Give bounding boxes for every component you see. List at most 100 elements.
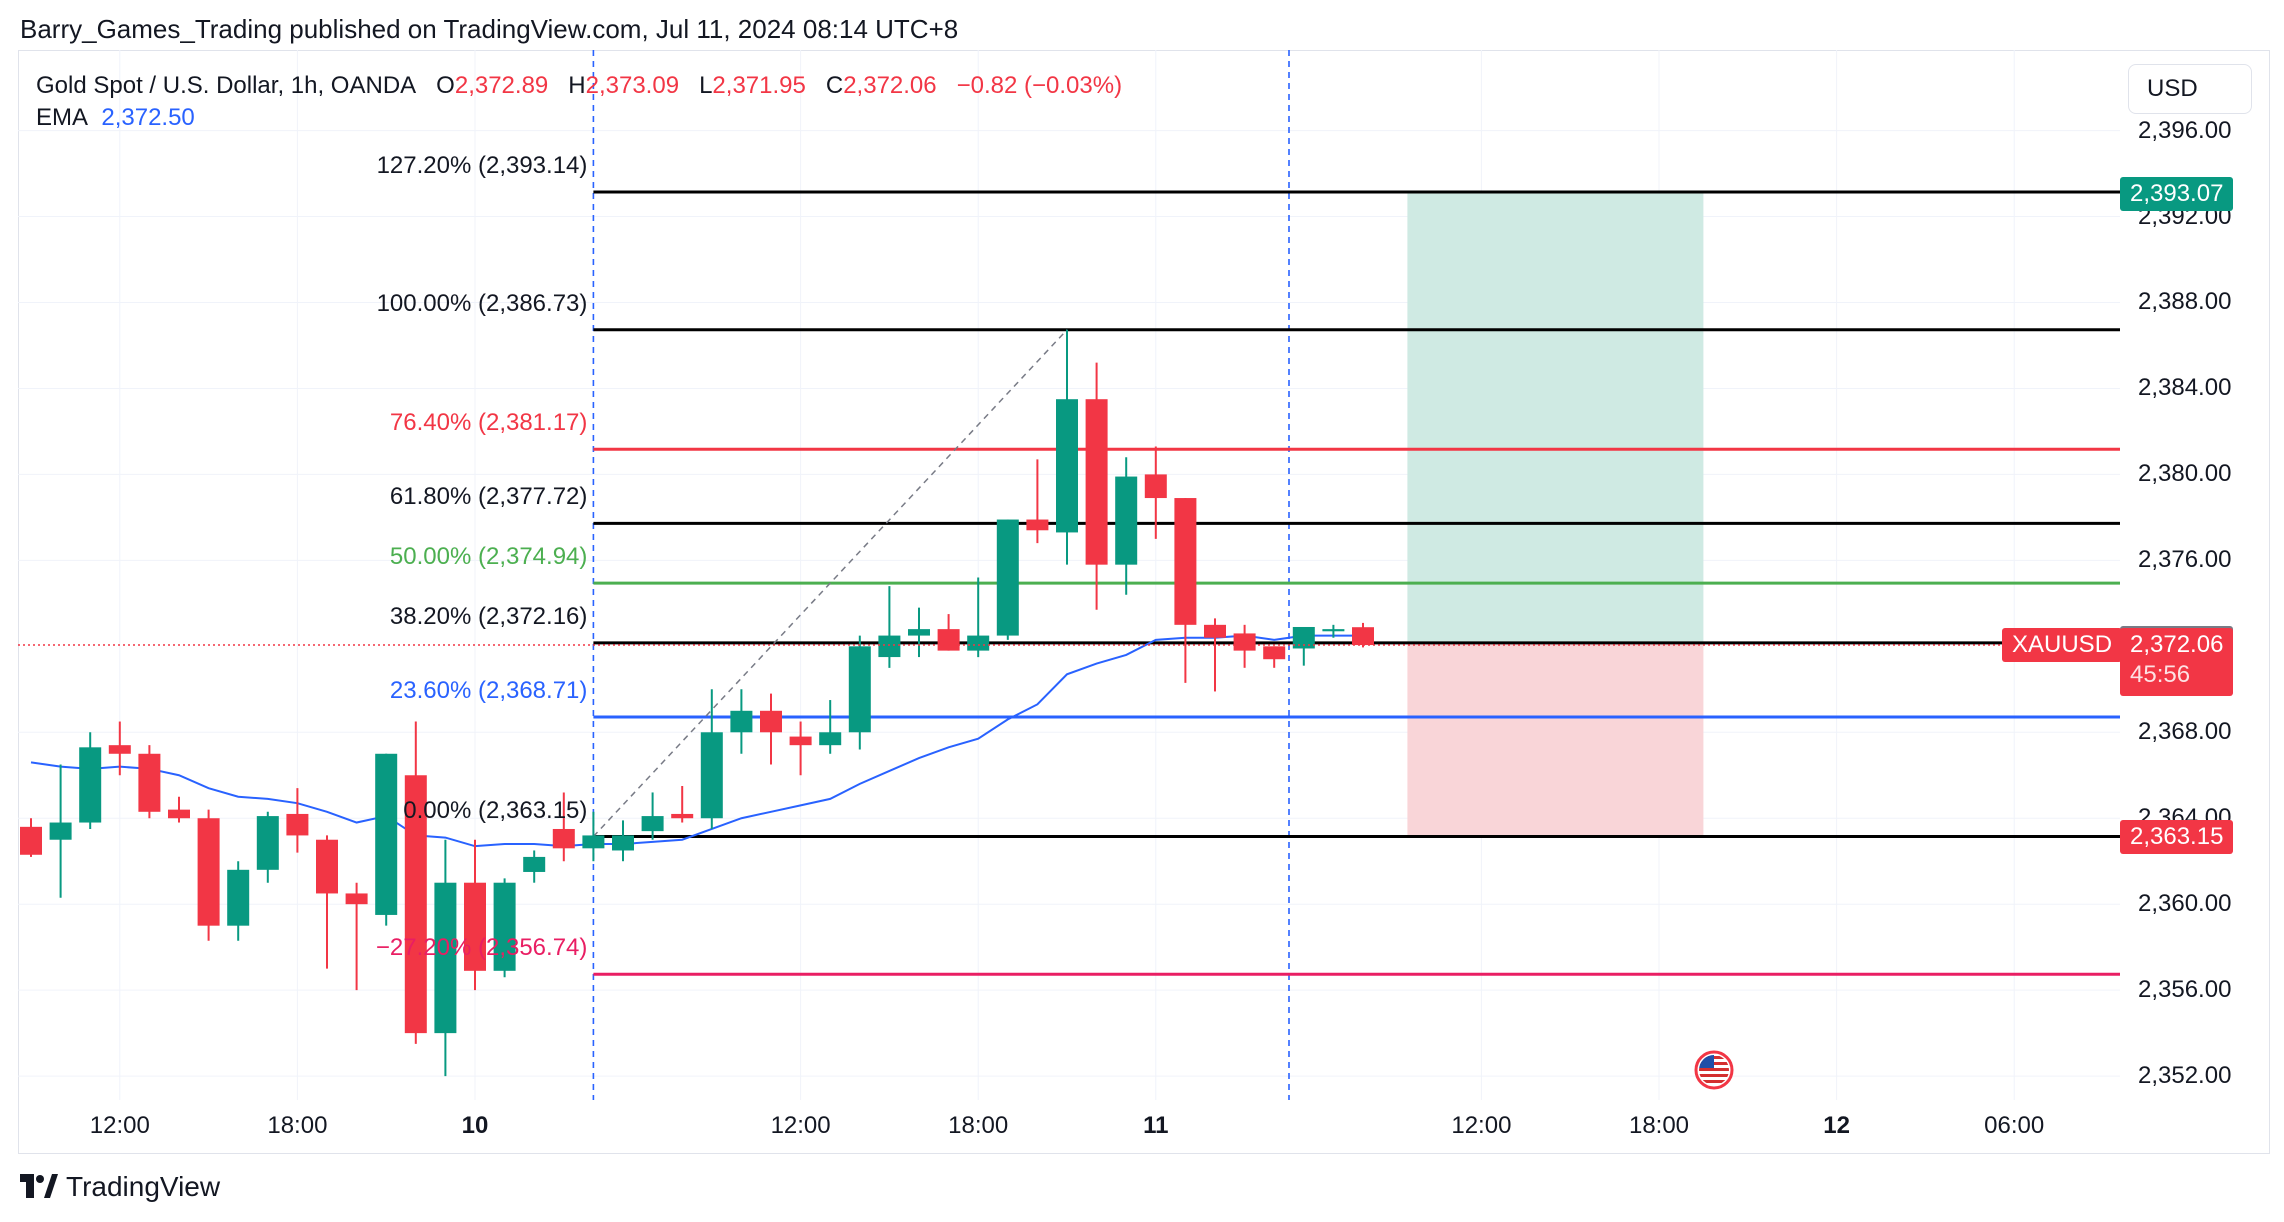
candle-body bbox=[1352, 627, 1374, 646]
legend-high: 2,373.09 bbox=[585, 72, 680, 99]
fib-retracement[interactable] bbox=[592, 190, 2120, 976]
time-axis-tick: 12:00 bbox=[89, 1112, 150, 1139]
candle-body bbox=[671, 813, 694, 819]
ema-value: 2,372.50 bbox=[101, 104, 195, 131]
candle-body bbox=[967, 635, 990, 651]
time-axis-tick: 18:00 bbox=[1628, 1112, 1690, 1139]
time-axis-tick: 18:00 bbox=[267, 1112, 328, 1139]
price-axis-tick: 2,376.00 bbox=[2138, 546, 2232, 574]
tradingview-brand[interactable]: TradingView bbox=[20, 1170, 220, 1204]
fib-level-label: 38.20% (2,372.16) bbox=[389, 602, 588, 630]
chart-frame bbox=[18, 50, 2270, 1154]
candle bbox=[878, 586, 901, 668]
candle-body bbox=[316, 839, 338, 894]
candle bbox=[996, 519, 1019, 640]
fib-level-label: 50.00% (2,374.94) bbox=[389, 543, 588, 571]
us-flag-event-icon[interactable] bbox=[1694, 1050, 1734, 1090]
candle bbox=[1204, 618, 1226, 692]
candle bbox=[552, 792, 575, 862]
legend-c-label: C bbox=[825, 72, 844, 99]
price-axis-tick: 2,388.00 bbox=[2138, 288, 2232, 316]
profit-zone bbox=[1407, 193, 1704, 644]
candle bbox=[819, 700, 842, 754]
publish-info: Barry_Games_Trading published on Trading… bbox=[20, 14, 959, 44]
candle-body bbox=[49, 822, 72, 840]
candle-body bbox=[108, 745, 131, 754]
candle-body bbox=[552, 828, 575, 849]
candle bbox=[108, 721, 131, 776]
candle bbox=[375, 753, 398, 926]
candle bbox=[1292, 626, 1315, 666]
candle-body bbox=[641, 816, 664, 832]
candle bbox=[345, 882, 368, 991]
price-axis-tick: 2,396.00 bbox=[2138, 116, 2232, 144]
fib-level-label: 100.00% (2,386.73) bbox=[376, 289, 588, 317]
candle-body bbox=[612, 835, 634, 851]
ema-line bbox=[30, 634, 1363, 848]
candle bbox=[641, 792, 664, 840]
price-axis-tick: 2,352.00 bbox=[2138, 1062, 2232, 1090]
candle bbox=[138, 745, 161, 819]
candle bbox=[1322, 624, 1345, 638]
candle bbox=[1174, 498, 1197, 683]
ema-label: EMA bbox=[36, 104, 89, 131]
candle-body bbox=[1115, 476, 1138, 565]
ema-polyline bbox=[30, 634, 1363, 848]
candle bbox=[1233, 624, 1256, 668]
loss-zone bbox=[1407, 643, 1704, 837]
time-axis-tick: 18:00 bbox=[948, 1112, 1009, 1139]
fib-level-label: 23.60% (2,368.71) bbox=[389, 677, 588, 705]
time-axis-tick: 10 bbox=[461, 1112, 489, 1139]
price-axis-tick: 2,380.00 bbox=[2138, 460, 2232, 488]
candle-body bbox=[197, 818, 220, 926]
candle-body bbox=[345, 893, 368, 905]
candle bbox=[582, 811, 605, 862]
candle-body bbox=[1322, 629, 1345, 632]
candle bbox=[612, 820, 634, 862]
fib-level-label: 0.00% (2,363.15) bbox=[403, 796, 588, 824]
candle-body bbox=[819, 732, 842, 746]
currency-button[interactable]: USD bbox=[2128, 64, 2252, 114]
time-axis-tick: 12:00 bbox=[770, 1112, 831, 1139]
candle bbox=[1115, 457, 1138, 595]
legend-symbol[interactable]: Gold Spot / U.S. Dollar, 1h, OANDA bbox=[36, 72, 417, 99]
candle-body bbox=[79, 747, 102, 823]
ema-legend[interactable]: EMA 2,372.50 bbox=[36, 104, 195, 132]
candle bbox=[49, 764, 72, 898]
candle-body bbox=[286, 813, 309, 836]
price-axis-tick: 2,384.00 bbox=[2138, 374, 2232, 402]
candle bbox=[286, 788, 309, 853]
candle bbox=[227, 861, 250, 941]
candle-body bbox=[493, 882, 516, 971]
legend-low: 2,371.95 bbox=[712, 72, 806, 99]
legend-o-label: O bbox=[436, 72, 455, 99]
candle bbox=[1085, 362, 1108, 610]
candle bbox=[464, 839, 486, 991]
time-axis-tick: 12:00 bbox=[1451, 1112, 1512, 1139]
candle-body bbox=[375, 753, 398, 915]
fib-level-label: −27.20% (2,356.74) bbox=[375, 934, 588, 962]
candle bbox=[1026, 459, 1049, 544]
candle-body bbox=[138, 753, 161, 812]
candle bbox=[404, 721, 427, 1044]
tradingview-wordmark: TradingView bbox=[66, 1171, 221, 1202]
time-axis-tick: 12 bbox=[1823, 1112, 1850, 1139]
candle bbox=[168, 796, 190, 823]
legend-close: 2,372.06 bbox=[843, 72, 937, 99]
candles bbox=[20, 329, 1374, 1077]
candle-body bbox=[1144, 474, 1167, 499]
price-axis-tick: 2,368.00 bbox=[2138, 718, 2232, 746]
fib-level-label: 127.20% (2,393.14) bbox=[376, 152, 588, 180]
session-break-lines bbox=[592, 50, 1290, 1100]
candle bbox=[1144, 446, 1167, 539]
long-position-tool[interactable] bbox=[1407, 193, 1704, 837]
last-price-badge: 2,372.06 45:56 bbox=[2120, 628, 2234, 697]
candle bbox=[789, 721, 812, 776]
candle bbox=[434, 839, 457, 1077]
candle-body bbox=[789, 736, 812, 746]
candle-body bbox=[523, 856, 546, 872]
legend-change: −0.82 (−0.03%) bbox=[956, 72, 1123, 99]
candle-body bbox=[996, 519, 1019, 636]
price-axis-tick: 2,356.00 bbox=[2138, 976, 2232, 1004]
